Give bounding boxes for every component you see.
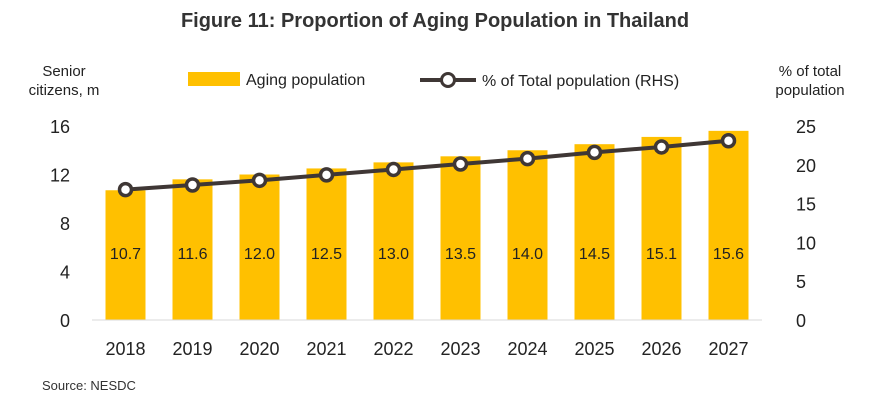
bar-2023 bbox=[440, 156, 481, 320]
left-axis-tick-label: 0 bbox=[60, 311, 70, 331]
right-axis-tick-label: 10 bbox=[796, 233, 816, 253]
legend-bar-swatch bbox=[188, 72, 240, 86]
legend-item-line: % of Total population (RHS) bbox=[420, 72, 679, 91]
x-axis-tick-label: 2023 bbox=[440, 339, 480, 359]
bar-value-label: 14.5 bbox=[579, 246, 610, 263]
right-axis-tick-label: 20 bbox=[796, 156, 816, 176]
left-axis-tick-label: 16 bbox=[50, 117, 70, 137]
bar-2022 bbox=[373, 162, 414, 320]
line-point-2021 bbox=[318, 167, 335, 183]
line-point-2020 bbox=[251, 172, 268, 189]
bar-value-label: 13.0 bbox=[378, 246, 409, 263]
bar-value-label: 14.0 bbox=[512, 246, 543, 263]
legend-item-bars: Aging population bbox=[188, 72, 365, 90]
bar-2019 bbox=[172, 179, 213, 320]
right-axis-title: % of total population bbox=[775, 63, 845, 99]
line-point-2022 bbox=[385, 161, 402, 178]
legend-bar-label: Aging population bbox=[246, 72, 366, 89]
chart-title: Figure 11: Proportion of Aging Populatio… bbox=[180, 10, 690, 32]
x-axis-tick-label: 2021 bbox=[306, 339, 346, 359]
x-axis-tick-label: 2025 bbox=[574, 339, 614, 359]
x-axis-tick-label: 2024 bbox=[507, 339, 547, 359]
source-note: Source: NESDC bbox=[42, 378, 136, 393]
left-axis-tick-label: 12 bbox=[50, 166, 70, 186]
bar-2027 bbox=[708, 130, 749, 320]
legend-line-swatch bbox=[420, 72, 476, 88]
bar-value-label: 10.7 bbox=[110, 246, 141, 263]
x-axis-tick-label: 2020 bbox=[239, 339, 279, 359]
line-point-2025 bbox=[586, 144, 603, 161]
x-axis-tick-label: 2022 bbox=[373, 339, 413, 359]
line-point-2019 bbox=[184, 177, 201, 193]
line-point-2027 bbox=[720, 132, 737, 149]
right-axis-tick-label: 5 bbox=[796, 272, 806, 292]
bar-value-label: 15.6 bbox=[713, 246, 744, 263]
bar-2026 bbox=[641, 136, 682, 320]
right-axis-tick-label: 15 bbox=[796, 195, 816, 215]
x-axis-tick-label: 2027 bbox=[708, 339, 748, 359]
bar-2025 bbox=[574, 144, 615, 320]
bar-2020 bbox=[239, 174, 280, 320]
bar-2024 bbox=[507, 150, 548, 320]
x-axis-tick-label: 2019 bbox=[172, 339, 212, 359]
bar-2021 bbox=[306, 168, 347, 320]
right-axis-tick-label: 25 bbox=[796, 117, 816, 137]
bar-value-label: 13.5 bbox=[445, 246, 476, 263]
bar-2018 bbox=[105, 190, 146, 320]
left-axis-tick-label: 4 bbox=[60, 263, 70, 283]
line-point-2026 bbox=[653, 139, 670, 155]
bar-value-label: 12.5 bbox=[311, 246, 342, 263]
legend-line-label: % of Total population (RHS) bbox=[482, 73, 680, 90]
bar-value-label: 11.6 bbox=[178, 246, 208, 263]
line-point-2018 bbox=[117, 181, 134, 198]
x-axis-tick-label: 2018 bbox=[105, 339, 145, 359]
left-axis-tick-label: 8 bbox=[60, 214, 70, 234]
x-axis-tick-label: 2026 bbox=[641, 339, 681, 359]
left-axis-title: Senior citizens, m bbox=[28, 63, 100, 99]
line-point-2024 bbox=[519, 150, 536, 167]
bar-value-label: 12.0 bbox=[244, 246, 275, 263]
line-series-total-population-share bbox=[125, 138, 729, 192]
line-point-2023 bbox=[452, 156, 469, 172]
bar-value-label: 15.1 bbox=[646, 246, 677, 263]
right-axis-tick-label: 0 bbox=[796, 311, 806, 331]
